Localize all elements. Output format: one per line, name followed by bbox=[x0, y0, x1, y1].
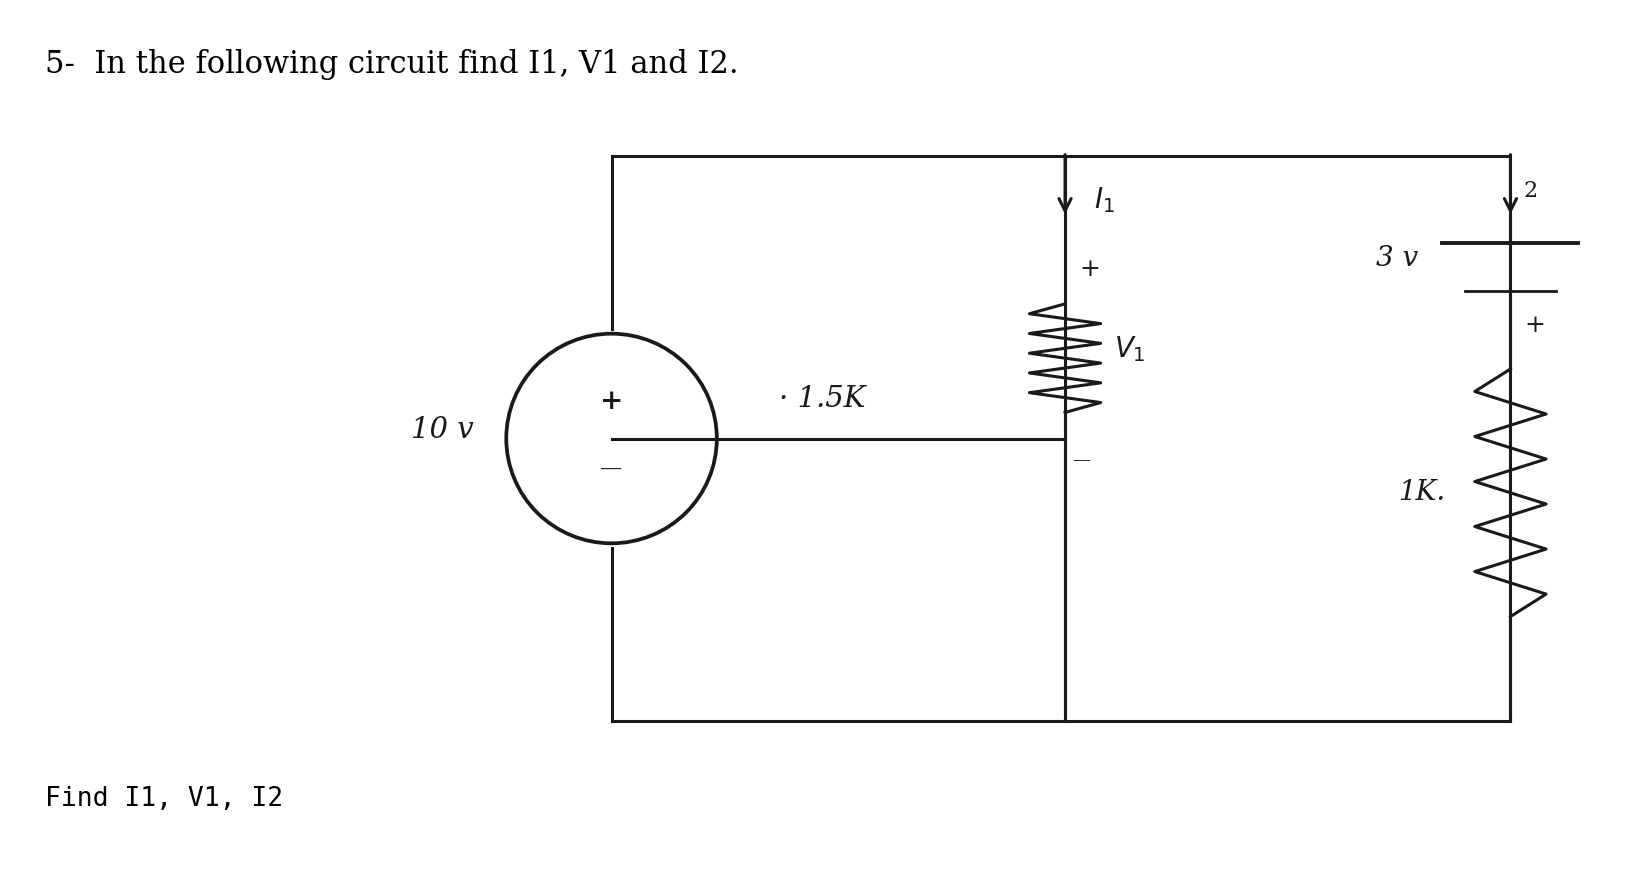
Text: $V_1$: $V_1$ bbox=[1114, 334, 1144, 364]
Text: Find I1, V1, I2: Find I1, V1, I2 bbox=[44, 786, 283, 812]
Text: · 1.5K: · 1.5K bbox=[778, 385, 866, 413]
Text: 3 v: 3 v bbox=[1376, 245, 1418, 272]
Text: 1K.: 1K. bbox=[1398, 480, 1446, 506]
Text: +: + bbox=[1079, 258, 1101, 281]
Text: +: + bbox=[599, 389, 624, 416]
Text: —: — bbox=[1073, 452, 1091, 469]
Text: 5-  In the following circuit find I1, V1 and I2.: 5- In the following circuit find I1, V1 … bbox=[44, 49, 737, 81]
Text: 10 v: 10 v bbox=[412, 416, 474, 444]
Text: —: — bbox=[601, 459, 622, 481]
Text: 2: 2 bbox=[1524, 180, 1537, 202]
Text: +: + bbox=[1524, 314, 1545, 337]
Text: $I_1$: $I_1$ bbox=[1094, 185, 1115, 215]
